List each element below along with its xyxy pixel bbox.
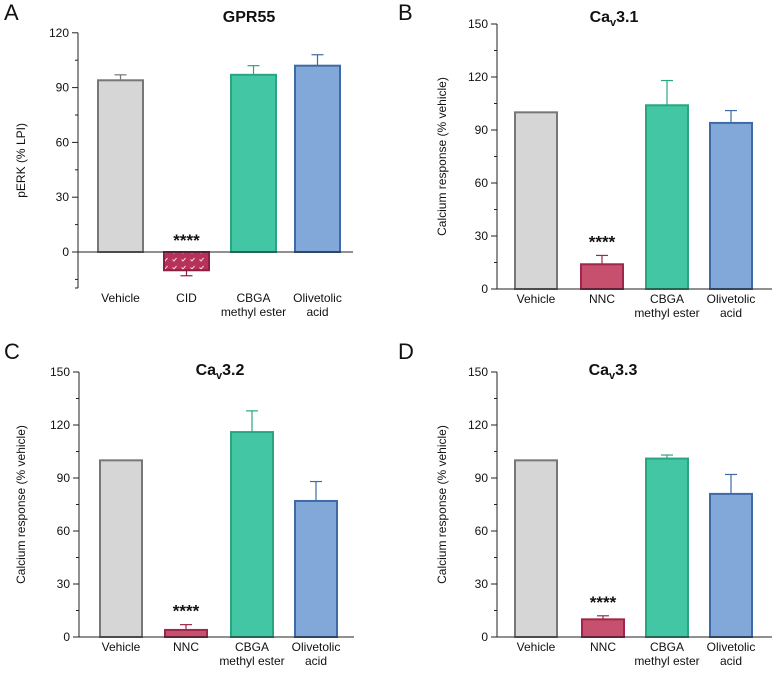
- panel-letter: C: [4, 339, 20, 364]
- bar: [581, 618, 625, 638]
- y-tick-label: 60: [475, 524, 489, 538]
- y-axis-label: pERK (% LPI): [14, 123, 28, 198]
- panel-letter: D: [398, 339, 414, 364]
- significance-label: ****: [173, 602, 200, 621]
- bar: [645, 457, 689, 639]
- y-tick-label: 90: [475, 471, 489, 485]
- y-axis-label: Calcium response (% vehicle): [435, 77, 449, 236]
- x-tick-label: NNC: [590, 640, 616, 654]
- chart-title: Cav3.2: [196, 362, 245, 382]
- title-subscript: v: [610, 17, 617, 29]
- y-tick-label: 30: [475, 229, 489, 243]
- panel-c: C Cav3.2 0 30 60 90 120 150 Calcium response (% …: [4, 339, 354, 668]
- chart-title: Cav3.3: [589, 362, 638, 382]
- title-text: Ca: [590, 9, 611, 26]
- title-suffix: 3.2: [222, 362, 244, 379]
- y-tick-label: 150: [468, 365, 488, 379]
- x-tick-label: CBGA: [235, 640, 269, 654]
- y-tick-label: 60: [475, 176, 489, 190]
- y-tick-label: 60: [56, 135, 70, 149]
- y-tick-label: 0: [481, 630, 488, 644]
- significance-label: ****: [589, 232, 616, 251]
- y-tick-label: 150: [468, 17, 488, 31]
- y-tick-label: 120: [468, 70, 488, 84]
- x-tick-label: CID: [176, 291, 197, 305]
- y-tick-label: 90: [56, 81, 70, 95]
- x-tick-label: Olivetolic: [293, 291, 342, 305]
- x-tick-label: acid: [720, 654, 742, 668]
- bar: [514, 111, 558, 291]
- x-tick-label: methyl ester: [634, 654, 699, 668]
- x-tick-label: NNC: [589, 292, 615, 306]
- x-tick-label: CBGA: [650, 640, 684, 654]
- chart-title: Cav3.1: [590, 9, 639, 29]
- chart-title: GPR55: [223, 9, 276, 26]
- y-axis-label: Calcium response (% vehicle): [14, 425, 28, 584]
- title-text: Ca: [589, 362, 610, 379]
- y-tick-label: 0: [63, 630, 70, 644]
- x-tick-label: methyl ester: [634, 306, 699, 320]
- y-tick-label: 30: [475, 577, 489, 591]
- bar: [294, 499, 338, 639]
- panel-d: D Cav3.3 0 30 60 90 120 150 Calcium response (% …: [398, 339, 772, 668]
- significance-label: ****: [590, 593, 617, 612]
- y-tick-label: 150: [50, 365, 70, 379]
- x-tick-label: NNC: [173, 640, 199, 654]
- title-suffix: 3.3: [615, 362, 637, 379]
- title-text: Ca: [196, 362, 217, 379]
- y-tick-label: 30: [56, 190, 70, 204]
- x-tick-label: Vehicle: [517, 292, 556, 306]
- title-suffix: 3.1: [616, 9, 638, 26]
- y-tick-label: 120: [468, 418, 488, 432]
- y-axis-label: Calcium response (% vehicle): [435, 425, 449, 584]
- title-text: GPR55: [223, 9, 276, 26]
- y-tick-label: 90: [57, 471, 71, 485]
- bar: [709, 121, 753, 290]
- x-tick-label: methyl ester: [219, 654, 284, 668]
- x-tick-label: Olivetolic: [707, 292, 756, 306]
- bar: [514, 459, 558, 639]
- bar: [230, 73, 277, 253]
- y-tick-label: 30: [57, 577, 71, 591]
- x-tick-label: CBGA: [650, 292, 684, 306]
- x-tick-label: Olivetolic: [292, 640, 341, 654]
- significance-label: ****: [173, 231, 200, 250]
- x-tick-label: Vehicle: [101, 291, 140, 305]
- bar: [163, 251, 210, 272]
- y-tick-label: 0: [62, 245, 69, 259]
- x-tick-label: methyl ester: [221, 305, 286, 319]
- y-tick-label: 120: [50, 418, 70, 432]
- x-tick-label: acid: [720, 306, 742, 320]
- bar: [99, 459, 143, 639]
- x-tick-label: Vehicle: [517, 640, 556, 654]
- panel-letter: B: [398, 0, 413, 25]
- bar: [294, 64, 341, 254]
- y-tick-label: 90: [475, 123, 489, 137]
- y-tick-label: 0: [481, 282, 488, 296]
- y-tick-label: 120: [49, 26, 69, 40]
- panel-b: B Cav3.1 0 30 60 90 120 150 Calcium response (% …: [398, 0, 772, 320]
- bar: [97, 79, 144, 253]
- x-tick-label: Olivetolic: [707, 640, 756, 654]
- panel-a: A GPR55 0 30 60 90 120 pERK (% LPI) Vehicle **** C…: [4, 0, 353, 319]
- title-subscript: v: [216, 370, 223, 382]
- bar: [230, 431, 274, 639]
- x-tick-label: Vehicle: [102, 640, 141, 654]
- bar: [164, 628, 208, 639]
- y-tick-label: 60: [57, 524, 71, 538]
- title-subscript: v: [609, 370, 616, 382]
- x-tick-label: CBGA: [236, 291, 270, 305]
- bar: [645, 104, 689, 291]
- bar: [709, 492, 753, 638]
- x-tick-label: acid: [306, 305, 328, 319]
- bar: [580, 263, 624, 290]
- panel-letter: A: [4, 0, 19, 25]
- x-tick-label: acid: [305, 654, 327, 668]
